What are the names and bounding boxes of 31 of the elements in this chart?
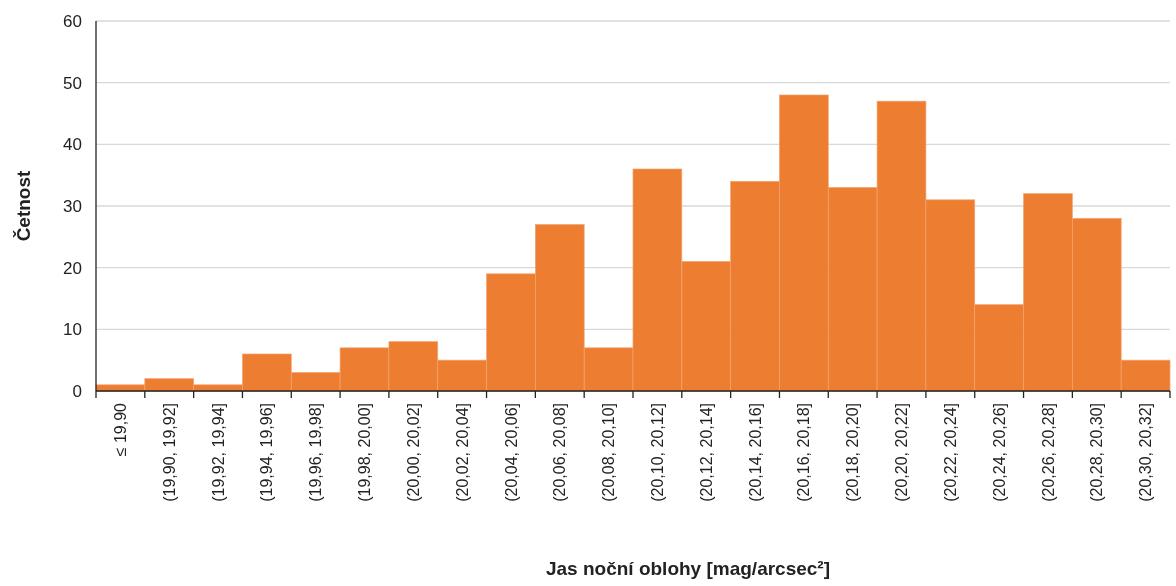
x-tick-label: (20,08, 20,10] — [600, 403, 618, 502]
x-tick-label: (20,26, 20,28] — [1039, 403, 1057, 502]
x-tick-label: (20,16, 20,18] — [795, 403, 813, 502]
x-tick-label: (20,06, 20,08] — [551, 403, 569, 502]
x-tick-label: (20,00, 20,02] — [404, 403, 422, 502]
y-tick-label: 0 — [72, 381, 82, 401]
x-tick-label: (20,14, 20,16] — [746, 403, 764, 502]
x-tick-label: ≤ 19,90 — [112, 402, 130, 457]
x-tick-label: (20,18, 20,20] — [844, 403, 862, 502]
y-tick-label: 20 — [63, 258, 82, 278]
x-tick-label: (20,12, 20,14] — [697, 403, 715, 502]
x-tick-label: (19,96, 19,98] — [307, 403, 325, 502]
x-tick-label: (20,28, 20,30] — [1088, 403, 1106, 502]
x-axis-title: Jas noční oblohy [mag/arcsec²] — [545, 558, 831, 579]
x-tick-label: (20,02, 20,04] — [453, 403, 471, 502]
y-tick-label: 40 — [63, 135, 82, 155]
x-tick-label: (20,22, 20,24] — [941, 403, 959, 502]
x-tick-label: (20,30, 20,32] — [1137, 403, 1155, 502]
x-tick-label: (20,10, 20,12] — [649, 403, 667, 502]
y-tick-label: 10 — [63, 320, 82, 340]
x-tick-label: (19,90, 19,92] — [160, 403, 178, 502]
x-tick-label: (20,04, 20,06] — [502, 403, 520, 502]
y-tick-label: 50 — [63, 73, 82, 93]
y-tick-label: 60 — [63, 11, 82, 31]
y-tick-label: 30 — [63, 196, 82, 216]
y-axis-title: Četnost — [13, 169, 34, 242]
x-tick-label: (19,98, 20,00] — [356, 403, 374, 502]
x-tick-label: (19,94, 19,96] — [258, 403, 276, 502]
x-tick-label: (19,92, 19,94] — [209, 403, 227, 502]
x-tick-label: (20,24, 20,26] — [990, 403, 1008, 502]
x-tick-label: (20,20, 20,22] — [893, 403, 911, 502]
